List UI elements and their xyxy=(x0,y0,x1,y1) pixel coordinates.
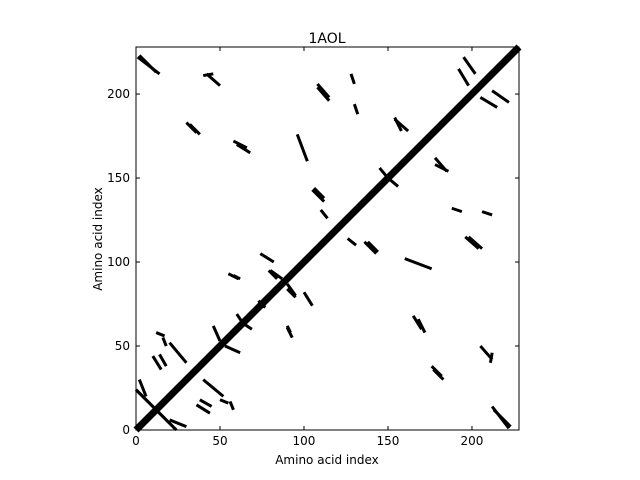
contact-segment xyxy=(228,400,235,411)
contact-segment xyxy=(202,378,225,398)
contact-segment xyxy=(430,365,443,378)
contact-segment-mirror xyxy=(259,252,275,264)
plot-frame xyxy=(135,46,520,431)
contact-segment-mirror xyxy=(352,103,360,115)
x-tick-label: 150 xyxy=(377,434,400,448)
contact-segment-mirror xyxy=(316,86,331,102)
contact-segment-mirror xyxy=(211,325,222,342)
contact-segment xyxy=(378,166,390,179)
contact-segment-mirror xyxy=(416,318,427,334)
x-axis-label: Amino acid index xyxy=(275,453,379,467)
contact-segment-mirror xyxy=(257,301,267,309)
contact-segment-mirror xyxy=(269,269,284,281)
contact-segment-mirror xyxy=(404,257,433,271)
contact-segment-mirror xyxy=(205,72,221,87)
contact-segment-mirror xyxy=(387,176,400,188)
contact-segment-mirror xyxy=(313,187,326,200)
contact-segment-mirror xyxy=(467,235,484,250)
contact-segment xyxy=(169,418,187,429)
contact-segment xyxy=(316,82,331,99)
contact-segment-mirror xyxy=(232,274,241,281)
contact-segment xyxy=(158,353,168,367)
contact-segment-mirror xyxy=(235,313,245,326)
x-tick-label: 100 xyxy=(293,434,316,448)
contact-segment xyxy=(195,403,211,415)
contact-segment-mirror xyxy=(219,398,229,405)
contact-segment xyxy=(285,282,297,297)
contact-segment xyxy=(161,337,168,347)
contact-segment-mirror xyxy=(235,143,252,155)
contact-segment-mirror xyxy=(346,237,357,247)
y-tick-label: 0 xyxy=(122,423,130,437)
contact-segment xyxy=(411,314,423,331)
contact-segment xyxy=(311,188,326,203)
diagonal-band xyxy=(133,44,522,433)
contact-segment xyxy=(366,240,379,253)
contact-segment xyxy=(457,68,470,87)
y-tick-label: 50 xyxy=(115,339,130,353)
x-tick-label: 200 xyxy=(461,434,484,448)
contact-segment-mirror xyxy=(199,398,213,408)
contact-segment xyxy=(462,56,477,75)
contact-segment xyxy=(295,133,309,162)
x-tick-label: 50 xyxy=(212,434,227,448)
contact-segment-mirror xyxy=(481,210,493,217)
contact-segment-mirror xyxy=(188,123,201,136)
contact-segment xyxy=(451,206,463,214)
contact-segment-mirror xyxy=(155,331,166,338)
contact-segment xyxy=(479,345,494,361)
y-tick-label: 100 xyxy=(107,255,130,269)
contact-segment-mirror xyxy=(134,388,178,432)
contact-segment xyxy=(319,209,329,220)
contact-layer xyxy=(133,44,522,433)
contact-segment-mirror xyxy=(393,116,403,132)
contact-segment-mirror xyxy=(137,379,148,397)
contact-segment xyxy=(464,235,480,250)
tick-layer: 0 50 100 150 200 0 50 100 150 200 xyxy=(107,47,519,448)
x-tick-label: 0 xyxy=(132,434,140,448)
contact-segment-mirror xyxy=(168,341,188,364)
y-tick-label: 200 xyxy=(107,87,130,101)
contact-segment xyxy=(349,73,356,85)
contact-segment xyxy=(224,344,241,355)
contact-segment-mirror xyxy=(491,89,510,104)
y-tick-label: 150 xyxy=(107,171,130,185)
chart-title: 1AOL xyxy=(308,31,345,47)
contact-segment xyxy=(285,325,292,334)
contact-segment xyxy=(434,163,450,173)
contact-segment-mirror xyxy=(479,96,498,109)
contact-segment-mirror xyxy=(138,54,158,74)
contact-segment xyxy=(302,291,314,307)
y-axis-label: Amino acid index xyxy=(91,187,105,291)
contact-segment xyxy=(492,408,512,428)
contact-segment xyxy=(232,139,248,150)
contact-segment-mirror xyxy=(151,355,163,371)
contact-segment-mirror xyxy=(363,240,378,255)
